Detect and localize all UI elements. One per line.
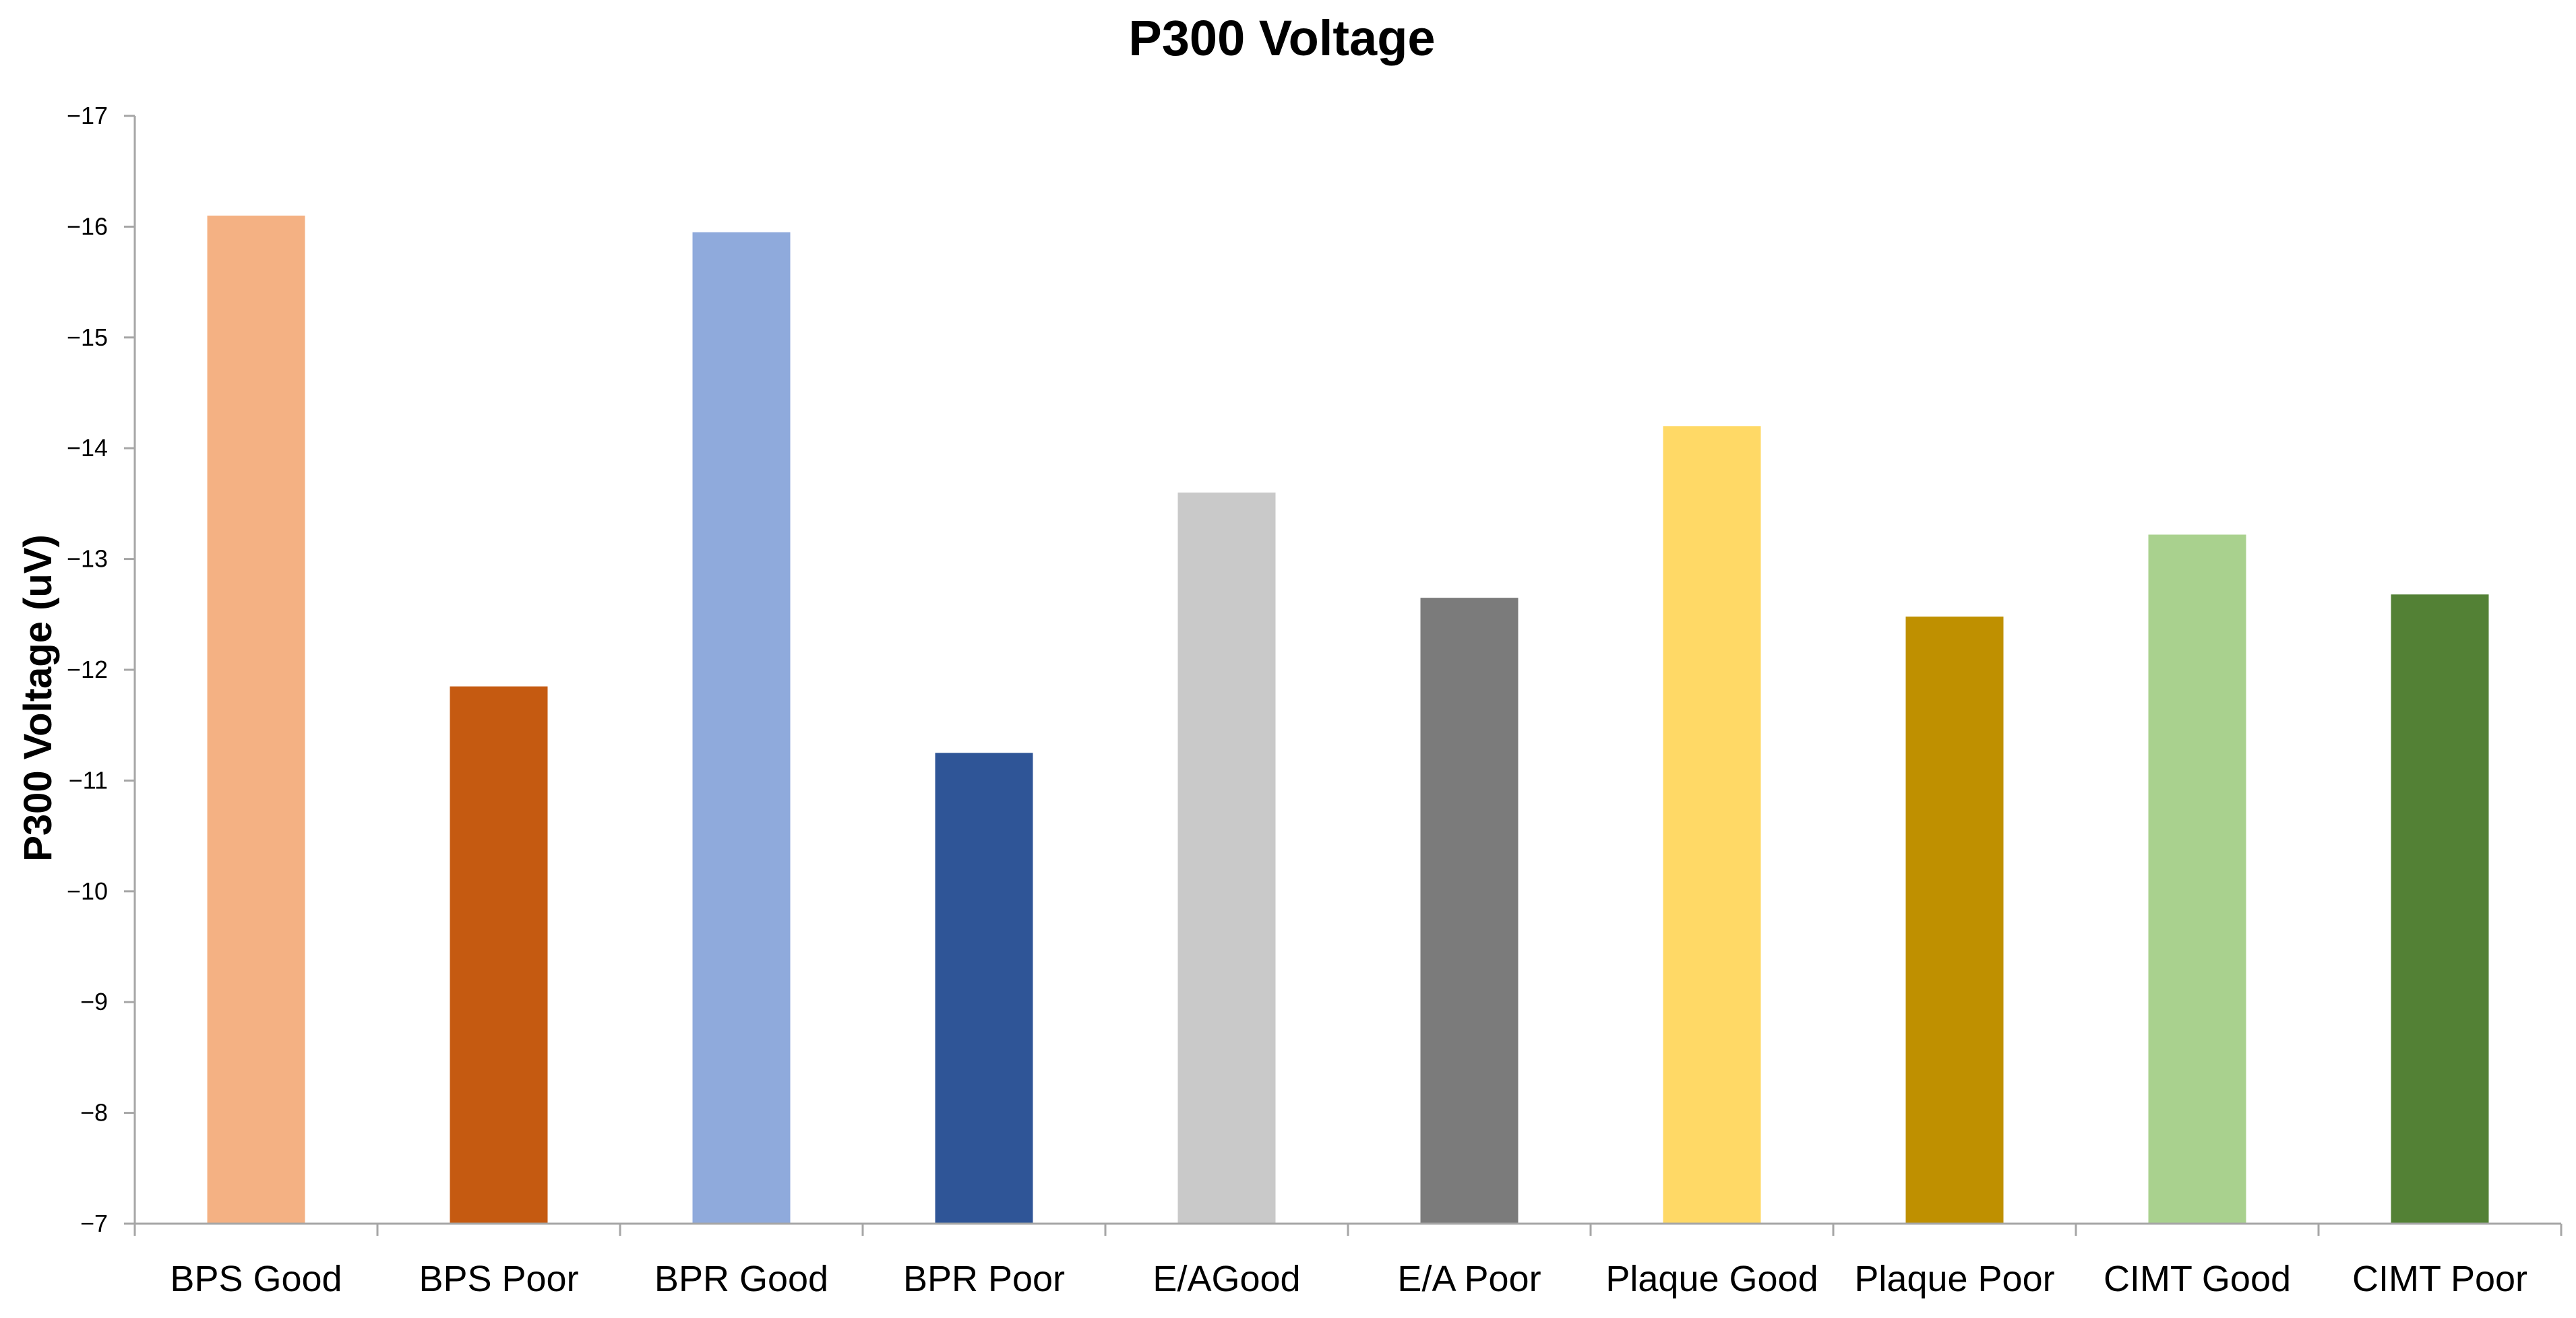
y-tick-label: −15 (67, 323, 108, 351)
bar-bps-good (207, 215, 305, 1224)
y-tick-label: −16 (67, 212, 108, 240)
x-tick-label: E/A Poor (1397, 1259, 1541, 1299)
x-axis-ticks: BPS Good BPS Poor BPR Good BPR Poor E/AGood E… (133, 1224, 2563, 1299)
x-tick-label: BPR Poor (903, 1259, 1065, 1299)
y-tick-label: −14 (67, 434, 108, 462)
bar-series (207, 215, 2489, 1224)
y-tick-label: −7 (80, 1210, 108, 1237)
y-axis-title: P300 Voltage (uV) (16, 534, 60, 862)
y-tick-label: −12 (67, 656, 108, 683)
y-tick-label: −8 (80, 1099, 108, 1127)
y-tick-label: −17 (67, 102, 108, 129)
bar-bpr-poor (935, 753, 1033, 1224)
bar-plaque-poor (1905, 617, 2004, 1224)
x-tick-label: CIMT Good (2104, 1259, 2291, 1299)
bar-bpr-good (692, 232, 791, 1224)
x-tick-label: E/AGood (1153, 1259, 1300, 1299)
y-tick-label: −11 (69, 766, 108, 794)
x-tick-label: BPS Poor (419, 1259, 578, 1299)
y-tick-label: −9 (80, 988, 108, 1015)
bar-e-agood (1177, 492, 1276, 1224)
y-axis-ticks: −7 −8 −9 −10 −11 −12 −13 −14 −15 −16 −17 (67, 102, 135, 1237)
x-tick-label: Plaque Good (1605, 1259, 1818, 1299)
y-tick-label: −13 (67, 545, 108, 573)
bar-bps-poor (450, 686, 548, 1224)
bar-cimt-good (2148, 534, 2246, 1224)
x-tick-label: Plaque Poor (1854, 1259, 2054, 1299)
chart-title: P300 Voltage (1128, 10, 1435, 66)
bar-cimt-poor (2391, 594, 2489, 1224)
bar-plaque-good (1663, 426, 1761, 1224)
y-tick-label: −10 (67, 877, 108, 905)
x-tick-label: BPS Good (170, 1259, 342, 1299)
x-tick-label: BPR Good (654, 1259, 828, 1299)
bar-e-a-poor (1420, 598, 1519, 1224)
x-tick-label: CIMT Poor (2352, 1259, 2527, 1299)
